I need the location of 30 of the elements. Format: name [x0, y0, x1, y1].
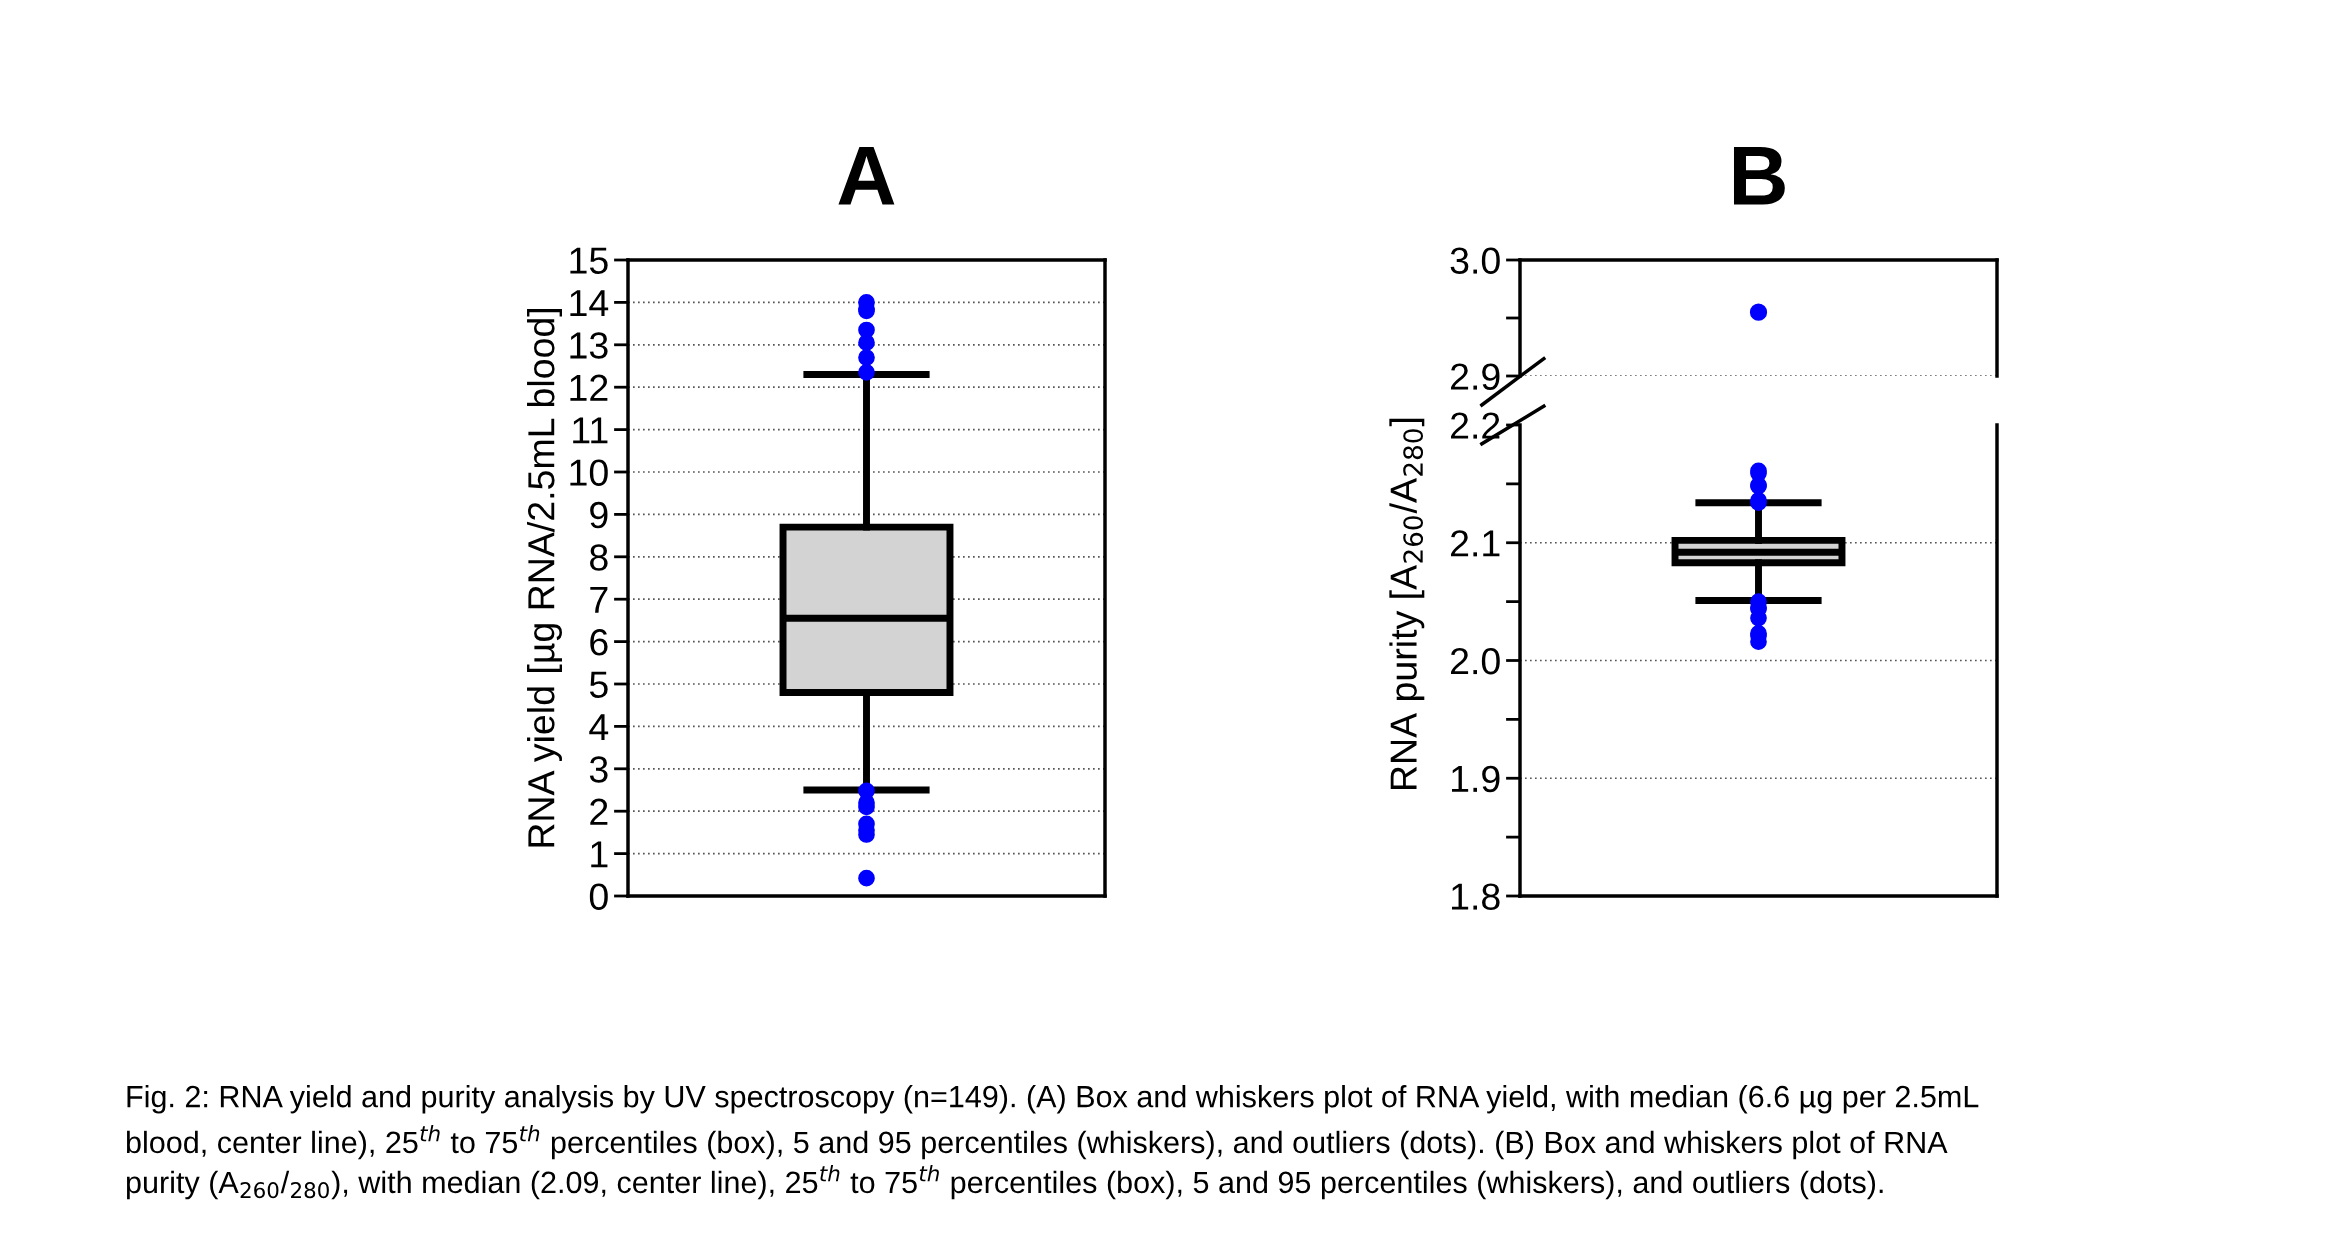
- y-tick-label: 11: [573, 417, 608, 444]
- y-tick-label: 14: [570, 290, 609, 316]
- y-tick-label: 12: [570, 374, 608, 401]
- y-tick-label: 1.9: [1451, 765, 1500, 793]
- y-tick-label: 2: [590, 798, 608, 825]
- text: blood, center line), 25$^{th}$ to 75$^{th}$ percentiles (box), 5 and 95 percentiles (whiskers), and outliers (dots). (B) Box and whiskers plot of RNA: [126, 1125, 1948, 1160]
- y-tick-label: 15: [570, 247, 608, 274]
- y-tick-label: 2.2: [1451, 412, 1500, 439]
- y-tick-label: 1: [591, 841, 608, 868]
- y-tick-label: 5: [589, 671, 608, 698]
- y-tick-label: 10: [570, 459, 608, 486]
- chart-title: B: [1733, 147, 1785, 205]
- y-tick-label: 3.0: [1450, 247, 1500, 274]
- y-tick-label: 13: [570, 332, 608, 359]
- y-axis-title: RNA purity [A$_{260}$/A$_{280}$]: [1389, 418, 1425, 789]
- y-tick-label: 2.9: [1451, 363, 1500, 390]
- y-tick-label: 3: [589, 756, 608, 783]
- y-tick-label: 2.1: [1451, 530, 1500, 557]
- y-tick-label: 4: [589, 714, 609, 740]
- y-tick-label: 0: [589, 883, 608, 910]
- y-tick-label: 2.0: [1451, 647, 1500, 675]
- y-tick-label: 8: [590, 544, 608, 571]
- y-tick-label: 1.8: [1451, 883, 1500, 910]
- y-tick-label: 6: [590, 629, 608, 656]
- y-tick-label: 9: [590, 501, 608, 529]
- y-tick-label: 7: [590, 586, 608, 613]
- y-axis-title: RNA yield [µg RNA/2.5mL blood]: [527, 308, 562, 847]
- caption: Fig. 2: RNA yield and purity analysis by UV spectroscopy (n=149). (A) Box and whiskers plot of RNA yield, with median (6.6 µg per 2.5mL: [127, 1085, 1979, 1114]
- chart-title: A: [838, 147, 895, 205]
- text: purity (A$_{260}$/$_{280}$), with median (2.09, center line), 25$^{th}$ to 75$^{th}$ percentiles (box), 5 and 95 percentiles (whiskers), and outliers (dots).: [126, 1165, 1883, 1200]
